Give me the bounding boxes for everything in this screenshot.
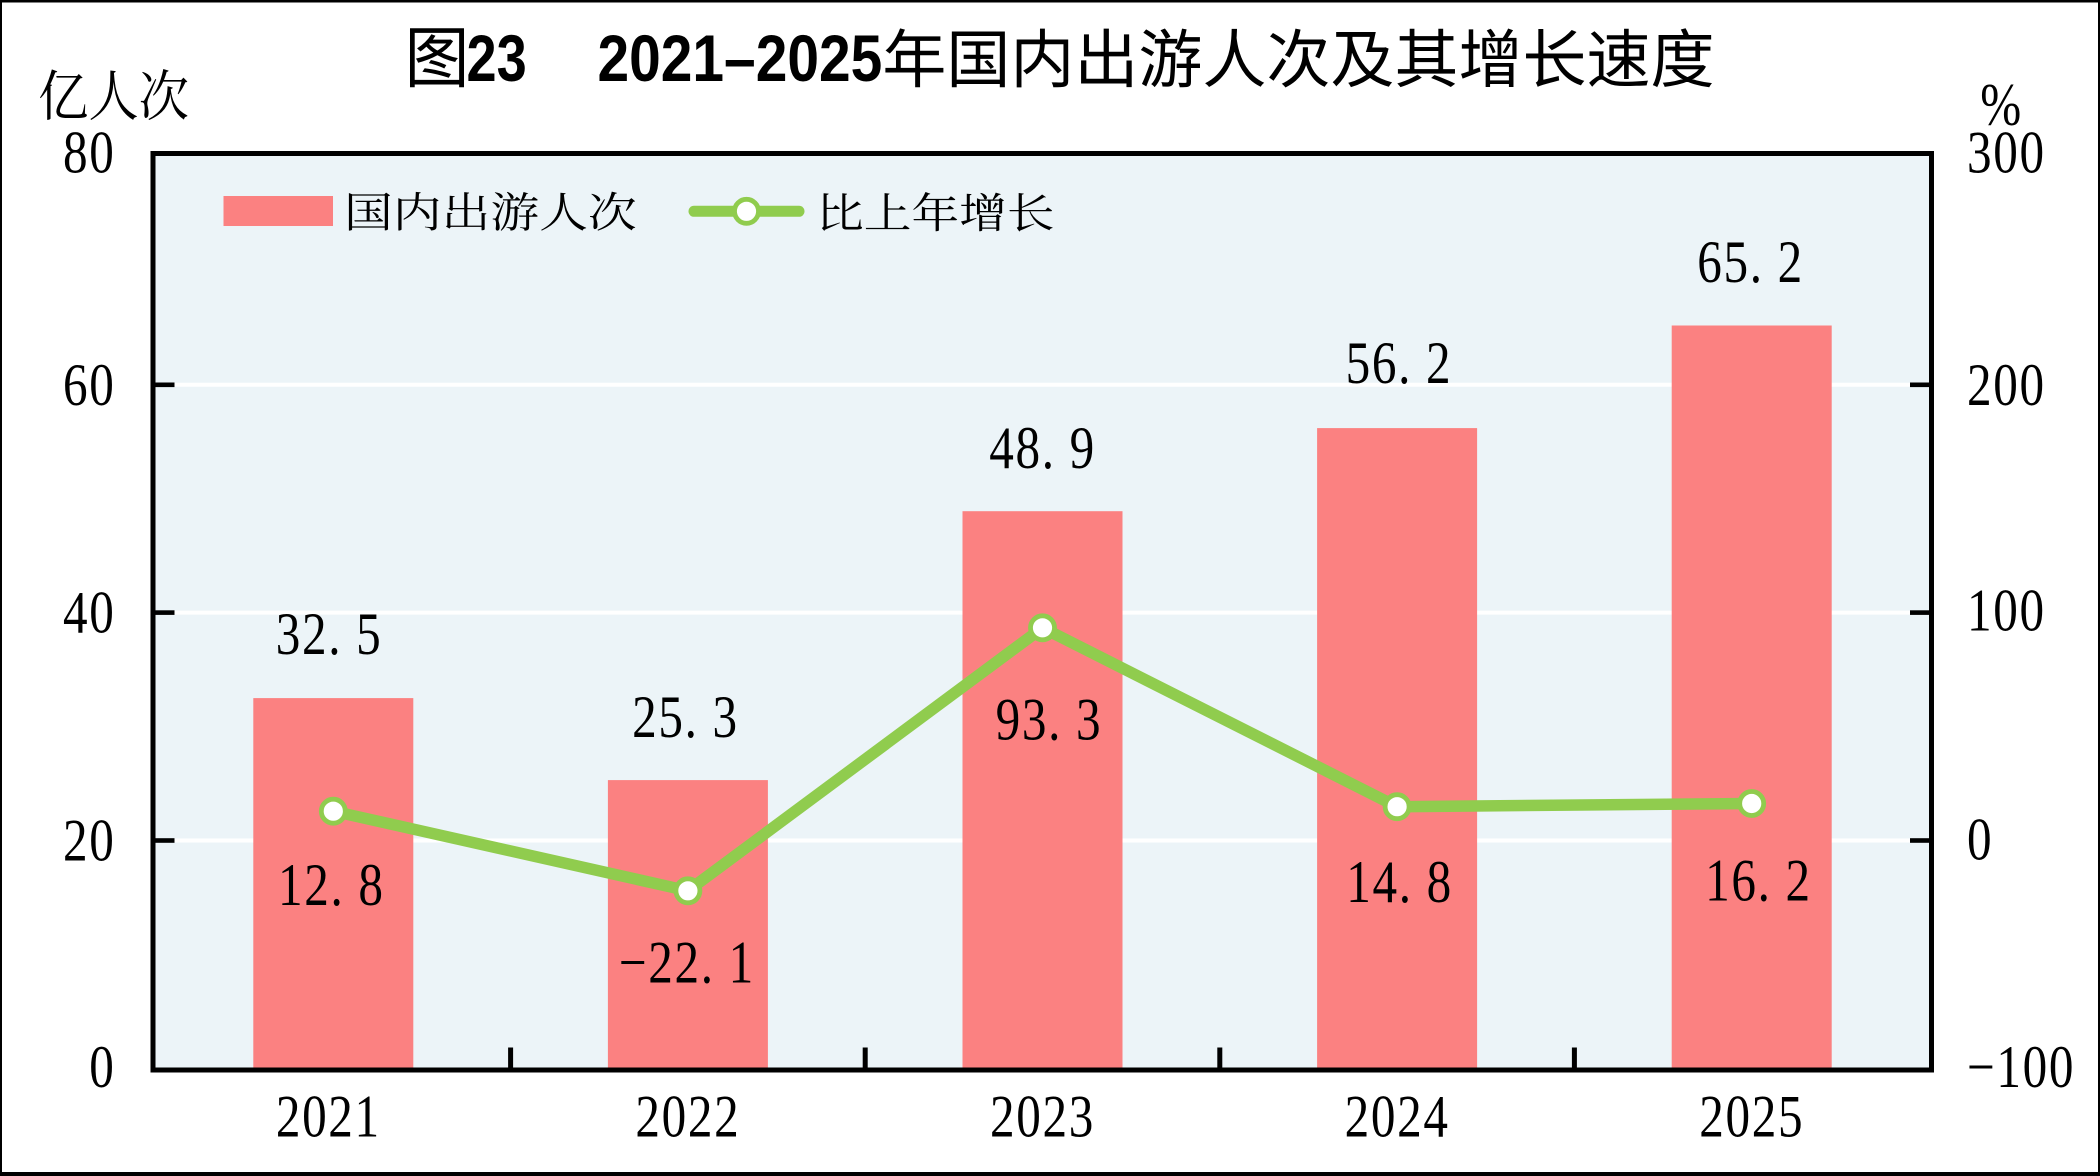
svg-text:56. 2: 56. 2: [1346, 329, 1453, 396]
svg-text:100: 100: [1967, 577, 2046, 644]
svg-text:14. 8: 14. 8: [1346, 848, 1453, 915]
svg-text:2024: 2024: [1345, 1083, 1450, 1150]
svg-text:23: 23: [467, 21, 527, 95]
svg-text:93. 3: 93. 3: [996, 686, 1103, 753]
svg-text:65. 2: 65. 2: [1697, 229, 1804, 296]
svg-text:200: 200: [1967, 351, 2046, 418]
svg-text:25. 3: 25. 3: [632, 683, 739, 750]
svg-text:2022: 2022: [635, 1083, 740, 1150]
svg-text:%: %: [1980, 71, 2023, 138]
svg-text:0: 0: [89, 1034, 115, 1101]
svg-text:2021–2025: 2021–2025: [598, 22, 883, 96]
svg-text:−22. 1: −22. 1: [619, 929, 755, 996]
svg-text:2025: 2025: [1699, 1083, 1804, 1150]
svg-text:60: 60: [63, 351, 115, 418]
svg-text:40: 40: [63, 579, 115, 646]
svg-text:0: 0: [1967, 806, 1993, 873]
svg-text:16. 2: 16. 2: [1705, 847, 1812, 914]
svg-text:300: 300: [1967, 119, 2046, 186]
svg-text:20: 20: [63, 807, 115, 874]
svg-text:48. 9: 48. 9: [989, 414, 1096, 481]
svg-text:2023: 2023: [990, 1083, 1095, 1150]
svg-text:32. 5: 32. 5: [276, 600, 383, 667]
svg-text:80: 80: [63, 119, 115, 186]
svg-text:2021: 2021: [276, 1083, 381, 1150]
svg-text:−100: −100: [1967, 1034, 2075, 1101]
svg-text:12. 8: 12. 8: [278, 851, 385, 918]
